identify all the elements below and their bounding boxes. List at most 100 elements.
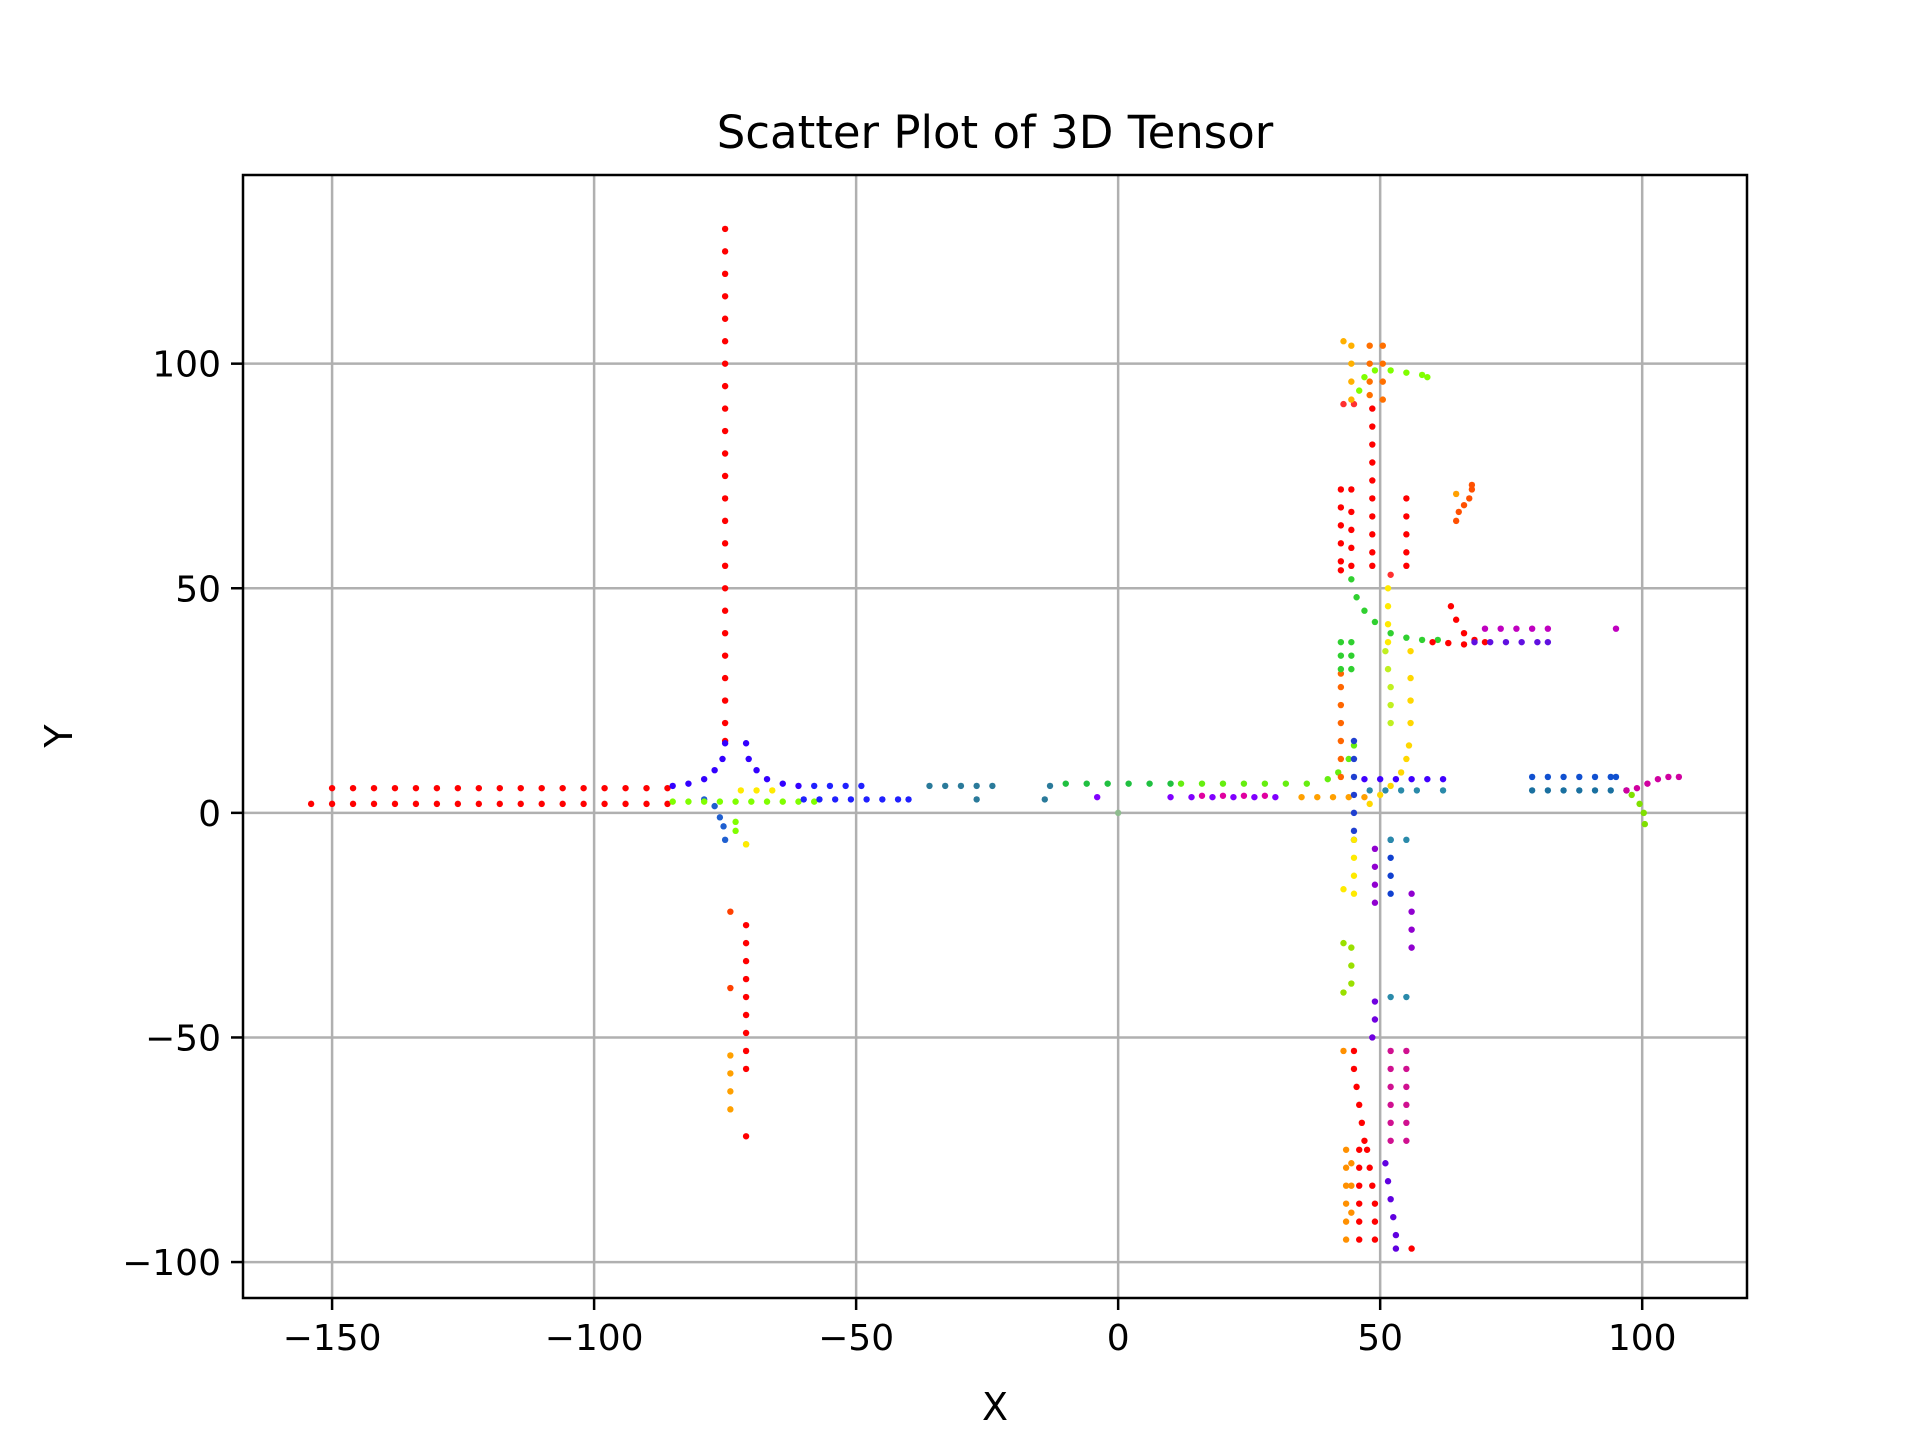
scatter-point	[1576, 787, 1583, 794]
scatter-point	[1424, 775, 1431, 783]
scatter-point	[1413, 787, 1421, 794]
x-axis-label: X	[982, 1385, 1008, 1429]
scatter-point	[721, 836, 729, 844]
scatter-point	[1379, 342, 1386, 349]
scatter-point	[716, 814, 724, 821]
scatter-point	[1348, 562, 1355, 570]
y-tick-label: 50	[175, 569, 221, 610]
scatter-point	[412, 800, 420, 808]
y-axis-label: Y	[37, 724, 81, 749]
scatter-point	[1369, 441, 1376, 448]
scatter-point	[1384, 621, 1392, 628]
scatter-point	[1219, 780, 1227, 787]
scatter-point	[1337, 755, 1345, 763]
scatter-point	[1403, 1119, 1410, 1127]
scatter-point	[1348, 576, 1355, 583]
scatter-point	[349, 784, 357, 792]
scatter-point	[1387, 683, 1394, 691]
scatter-point	[1644, 780, 1651, 787]
scatter-point	[1251, 793, 1258, 801]
x-tick-label: −100	[545, 1318, 644, 1359]
scatter-point	[1167, 780, 1174, 787]
scatter-point	[1371, 863, 1379, 870]
scatter-point	[1350, 872, 1358, 879]
scatter-point	[496, 800, 503, 808]
scatter-point	[1345, 793, 1352, 801]
scatter-point	[1337, 486, 1345, 493]
scatter-point	[1460, 629, 1468, 637]
scatter-point	[1041, 796, 1048, 803]
scatter-point	[580, 800, 587, 808]
scatter-point	[538, 800, 545, 808]
scatter-point	[1544, 638, 1552, 646]
scatter-point	[1452, 616, 1460, 623]
scatter-point	[1369, 549, 1376, 556]
scatter-point	[1369, 459, 1376, 466]
scatter-point	[1198, 792, 1206, 799]
scatter-point	[1340, 1047, 1347, 1055]
scatter-point	[1114, 809, 1122, 817]
scatter-point	[559, 784, 566, 792]
scatter-point	[1361, 607, 1368, 614]
scatter-point	[1408, 908, 1415, 915]
scatter-point	[1337, 737, 1345, 745]
scatter-point	[1356, 387, 1363, 394]
scatter-point	[1387, 1195, 1394, 1203]
scatter-point	[1371, 1016, 1379, 1023]
scatter-point	[942, 782, 949, 790]
scatter-point	[1371, 899, 1379, 906]
scatter-point	[1387, 1137, 1394, 1144]
scatter-point	[1371, 881, 1379, 888]
scatter-point	[742, 1011, 750, 1019]
scatter-point	[1340, 338, 1347, 345]
scatter-point	[1337, 773, 1345, 781]
y-tick-label: 0	[198, 794, 221, 835]
scatter-point	[1353, 1083, 1360, 1091]
scatter-point	[716, 798, 724, 805]
scatter-point	[1303, 780, 1311, 787]
scatter-point	[763, 798, 771, 805]
scatter-point	[412, 784, 420, 792]
scatter-point	[1348, 962, 1355, 969]
scatter-point	[1366, 1164, 1373, 1171]
scatter-point	[1369, 495, 1376, 502]
scatter-point	[1392, 775, 1400, 783]
scatter-point	[816, 796, 823, 803]
scatter-point	[1366, 391, 1373, 399]
scatter-point	[721, 562, 729, 570]
scatter-point	[847, 796, 855, 803]
scatter-point	[1424, 373, 1431, 381]
scatter-point	[391, 784, 399, 792]
scatter-point	[1329, 793, 1337, 801]
scatter-point	[1340, 400, 1347, 408]
scatter-point	[1591, 787, 1599, 794]
scatter-point	[1356, 1236, 1363, 1243]
scatter-point	[1371, 367, 1379, 374]
scatter-point	[1544, 787, 1552, 794]
scatter-point	[721, 270, 729, 278]
scatter-point	[1340, 989, 1347, 996]
scatter-point	[1337, 567, 1345, 574]
scatter-point	[711, 802, 718, 810]
scatter-point	[879, 796, 886, 803]
scatter-point	[1560, 787, 1567, 794]
x-tick-label: −150	[283, 1318, 382, 1359]
scatter-point	[1384, 585, 1392, 592]
scatter-point	[721, 225, 729, 233]
scatter-point	[1403, 1137, 1410, 1144]
scatter-point	[1345, 755, 1352, 763]
scatter-point	[580, 784, 587, 792]
scatter-point	[1340, 939, 1347, 947]
scatter-point	[748, 798, 755, 805]
scatter-point	[1348, 486, 1355, 493]
scatter-point	[700, 775, 708, 783]
scatter-point	[1544, 625, 1552, 632]
scatter-point	[1337, 670, 1345, 677]
scatter-point	[1198, 780, 1206, 787]
x-tick-label: 100	[1608, 1318, 1677, 1359]
scatter-point	[742, 957, 750, 965]
scatter-point	[1261, 780, 1269, 787]
scatter-point	[1337, 719, 1345, 727]
scatter-point	[831, 796, 839, 803]
scatter-point	[1403, 755, 1410, 763]
